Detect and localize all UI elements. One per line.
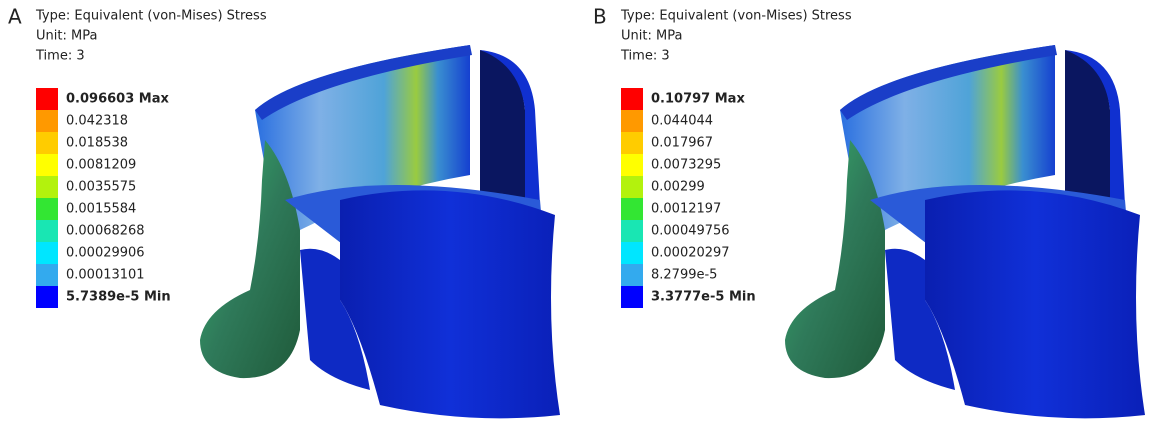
legend-label: 0.00029906 [66, 246, 145, 261]
legend-label: 0.018538 [66, 136, 128, 151]
legend-label: 0.00068268 [66, 224, 145, 239]
header-line: Unit: MPa [36, 29, 97, 44]
legend-label: 0.00020297 [651, 246, 730, 261]
legend-swatch [36, 132, 58, 154]
legend-label: 0.044044 [651, 114, 713, 129]
header-line: Time: 3 [620, 49, 670, 64]
legend-swatch [36, 154, 58, 176]
legend-label: 8.2799e-5 [651, 268, 717, 283]
legend-label: 3.3777e-5 Min [651, 290, 756, 305]
legend-swatch [36, 220, 58, 242]
legend-swatch [621, 154, 643, 176]
legend-swatch [36, 88, 58, 110]
legend-label: 0.0015584 [66, 202, 136, 217]
legend-swatch [621, 110, 643, 132]
header-line: Type: Equivalent (von-Mises) Stress [620, 9, 852, 24]
legend-swatch [36, 110, 58, 132]
legend-swatch [36, 264, 58, 286]
header-line: Type: Equivalent (von-Mises) Stress [35, 9, 267, 24]
legend-swatch [36, 242, 58, 264]
header-line: Unit: MPa [621, 29, 682, 44]
legend-label: 0.0035575 [66, 180, 136, 195]
legend-label: 0.00299 [651, 180, 705, 195]
legend-label: 0.0081209 [66, 158, 136, 173]
panel-label: A [8, 5, 22, 29]
legend-label: 0.042318 [66, 114, 128, 129]
legend-swatch [621, 286, 643, 308]
model-b [785, 45, 1145, 419]
legend-swatch [621, 88, 643, 110]
legend-swatch [36, 176, 58, 198]
legend-label: 0.096603 Max [66, 92, 169, 107]
legend-swatch [621, 132, 643, 154]
legend-swatch [621, 176, 643, 198]
legend-label: 0.0073295 [651, 158, 721, 173]
legend-swatch [621, 220, 643, 242]
header-line: Time: 3 [35, 49, 85, 64]
legend-swatch [621, 264, 643, 286]
legend-label: 0.0012197 [651, 202, 721, 217]
legend-label: 0.00049756 [651, 224, 730, 239]
legend-label: 0.00013101 [66, 268, 145, 283]
legend-label: 0.017967 [651, 136, 713, 151]
legend-swatch [36, 198, 58, 220]
legend-swatch [36, 286, 58, 308]
legend-label: 0.10797 Max [651, 92, 745, 107]
panel-label: B [593, 5, 607, 29]
model-a [200, 45, 560, 419]
legend-swatch [621, 198, 643, 220]
legend-swatch [621, 242, 643, 264]
legend-label: 5.7389e-5 Min [66, 290, 171, 305]
